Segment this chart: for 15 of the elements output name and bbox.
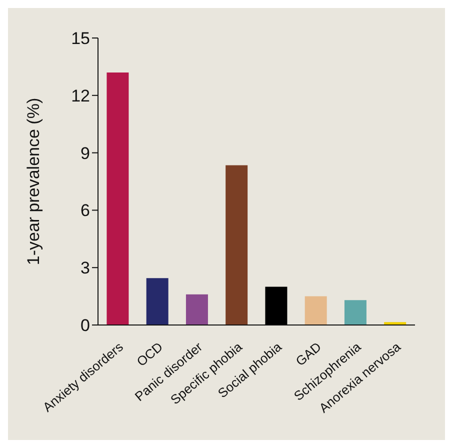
x-tick-label: OCD: [134, 339, 166, 370]
y-tick-label: 12: [71, 86, 90, 106]
bar: [146, 278, 168, 325]
bar: [344, 300, 366, 325]
bar: [106, 72, 129, 325]
y-tick-label: 6: [80, 201, 90, 220]
y-axis-title: 1-year prevalence (%): [24, 98, 44, 266]
bar: [265, 286, 288, 325]
y-tick-label: 0: [80, 316, 90, 336]
bar: [304, 296, 327, 325]
bar: [226, 165, 248, 325]
y-tick-label: 15: [71, 29, 90, 48]
bar: [186, 294, 208, 325]
y-tick-label: 3: [80, 258, 90, 278]
y-tick-label: 9: [80, 144, 90, 163]
